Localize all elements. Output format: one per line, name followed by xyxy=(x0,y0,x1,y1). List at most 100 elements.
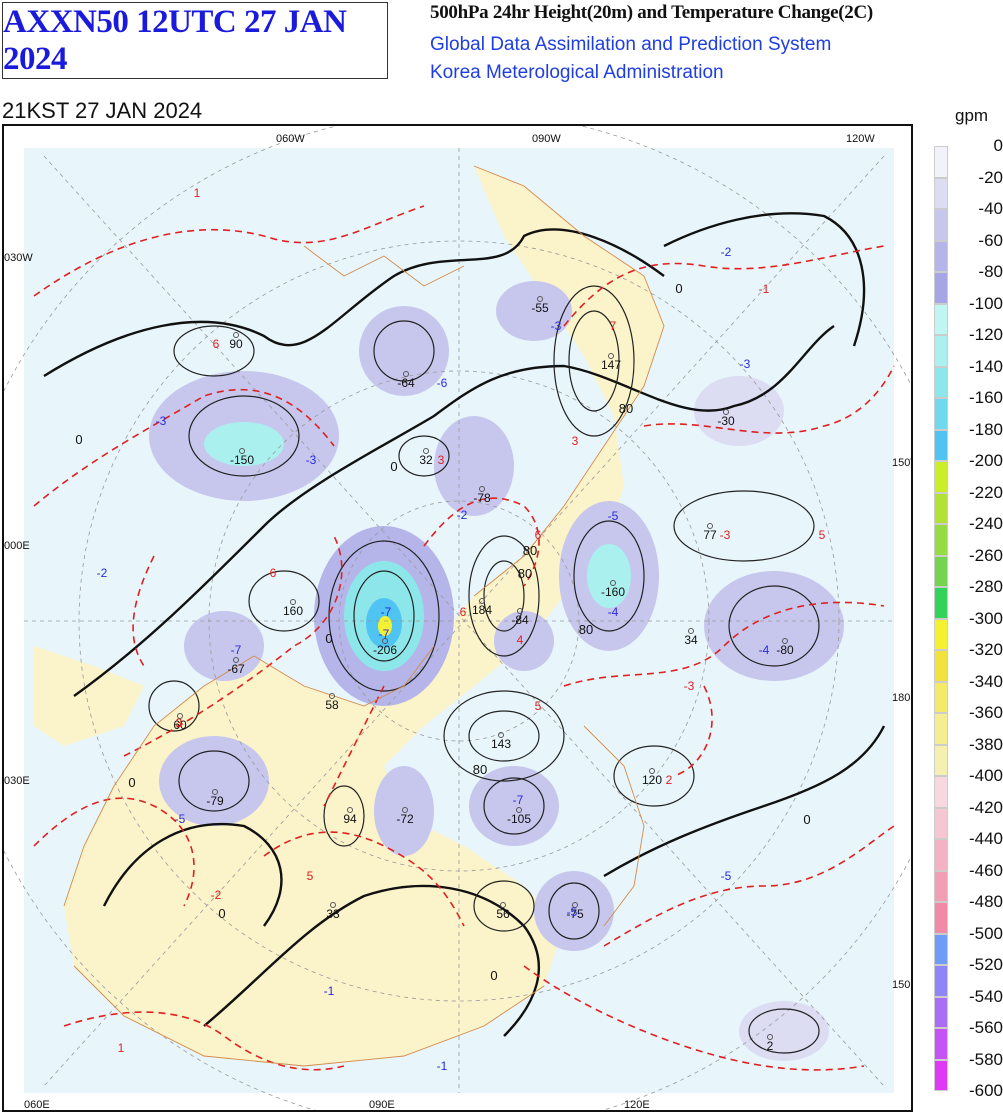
temp-value: -7 xyxy=(513,793,524,807)
height-value: -67 xyxy=(227,662,245,676)
temp-value: -2 xyxy=(457,508,468,522)
temp-value: -2 xyxy=(721,245,732,259)
weather-map: 060W 090W 120W 060E 090E 120E 030W 000E … xyxy=(4,126,911,1110)
colorbar-label: -20 xyxy=(978,167,1003,187)
colorbar-label: -100 xyxy=(968,293,1003,313)
colorbar-label: -560 xyxy=(968,1018,1003,1037)
colorbar-swatch xyxy=(934,933,948,965)
colorbar-label: -440 xyxy=(968,829,1003,848)
land-mass xyxy=(64,166,664,1066)
colorbar-label: 0 xyxy=(993,136,1003,155)
colorbar-swatch xyxy=(934,1028,948,1060)
height-value: 184 xyxy=(472,603,492,617)
temp-value: 3 xyxy=(438,453,445,467)
colorbar-label: -600 xyxy=(968,1081,1003,1100)
temperature-change-values: 1 6 -3 -6 -3 -3 3 -2 -2 6 5 -2 -3 -5 -1 … xyxy=(97,186,826,1073)
colorbar-label: -200 xyxy=(968,451,1003,470)
colorbar-label: -520 xyxy=(968,955,1003,974)
colorbar-label: -400 xyxy=(968,766,1003,785)
lon-label-left-3: 030E xyxy=(4,775,30,787)
colorbar-label: -360 xyxy=(968,703,1003,722)
temp-value: 3 xyxy=(176,716,183,730)
colorbar-label: -460 xyxy=(968,860,1003,880)
contour-label: 0 xyxy=(128,775,135,790)
colorbar-label: -540 xyxy=(968,986,1003,1006)
colorbar-swatch xyxy=(934,461,948,493)
temp-value: -3 xyxy=(551,319,562,333)
colorbar-swatch xyxy=(934,996,948,1028)
temp-value: 6 xyxy=(460,605,467,619)
colorbar-label: -60 xyxy=(978,230,1003,250)
temp-value: -4 xyxy=(759,643,770,657)
colorbar-label: -120 xyxy=(968,325,1003,344)
product-code-box: AXXN50 12UTC 27 JAN 2024 xyxy=(2,2,388,79)
zero-contours xyxy=(43,212,886,1037)
height-value: 160 xyxy=(283,604,303,618)
colorbar-label: -320 xyxy=(968,640,1003,659)
temp-value: -1 xyxy=(437,1059,448,1073)
height-value: 33 xyxy=(326,907,340,921)
coastlines xyxy=(63,165,665,1067)
temp-value: -3 xyxy=(306,453,317,467)
temp-value: -1 xyxy=(759,282,770,296)
height-value: -30 xyxy=(717,414,735,428)
height-value: 34 xyxy=(684,633,698,647)
height-value: -160 xyxy=(601,585,625,599)
height-value: -150 xyxy=(230,453,254,467)
temp-value: 1 xyxy=(118,1041,125,1055)
contour-label: 0 xyxy=(390,459,397,474)
height-value: -55 xyxy=(531,301,549,315)
colorbar-label: -500 xyxy=(968,923,1003,943)
colorbar-label: -140 xyxy=(968,356,1003,376)
colorbar-swatch xyxy=(934,524,948,556)
colorbar-swatch xyxy=(934,681,948,713)
lon-label-bottom-2: 090E xyxy=(369,1099,395,1110)
lon-label-bottom-3: 120E xyxy=(624,1099,650,1110)
temp-value: 5 xyxy=(307,869,314,883)
height-value: -206 xyxy=(373,643,397,657)
colorbar-swatch xyxy=(934,335,948,367)
lon-label-left-1: 030W xyxy=(4,252,33,264)
lon-label-bottom-1: 060E xyxy=(24,1099,50,1110)
land-mass-west xyxy=(34,646,144,746)
temp-value: -5 xyxy=(175,812,186,826)
height-value: 32 xyxy=(419,453,433,467)
temp-value: -5 xyxy=(608,509,619,523)
temp-value: 6 xyxy=(213,337,220,351)
valid-time: 21KST 27 JAN 2024 xyxy=(2,98,203,123)
lon-label-left-2: 000E xyxy=(4,540,30,552)
height-value: -72 xyxy=(396,812,414,826)
colorbar-swatch xyxy=(934,303,948,335)
colorbar-swatch xyxy=(934,902,948,934)
colorbar-label: -300 xyxy=(968,608,1003,628)
colorbar-labels: 0 -20 -40 -60 -80 -100 -120 -140 -160 -180 -200 -22… xyxy=(952,136,1003,1113)
longitude-labels: 060W 090W 120W 060E 090E 120E 030W 000E … xyxy=(4,133,911,1110)
temp-value: -7 xyxy=(381,605,392,619)
contour-label: 80 xyxy=(523,543,537,558)
colorbar-swatch xyxy=(934,240,948,272)
colorbar-swatch xyxy=(934,744,948,776)
agency-name: Korea Meterological Administration xyxy=(430,62,724,83)
contour-label: 80 xyxy=(619,401,633,416)
contour-labels: 0 0 0 0 0 0 80 80 80 80 80 0 0 xyxy=(75,281,810,983)
graticule xyxy=(4,126,911,1110)
height-change-values: 90 -64 -55 147 -150 32 -78 -30 77 -160 1… xyxy=(173,301,794,1053)
height-value: 147 xyxy=(601,358,621,372)
colorbar-label: -220 xyxy=(968,482,1003,502)
temp-value: -6 xyxy=(437,376,448,390)
colorbar-swatch xyxy=(934,177,948,209)
temp-value: -5 xyxy=(567,905,578,919)
height-value: 56 xyxy=(496,907,510,921)
temp-value: 6 xyxy=(535,528,542,542)
colorbar-label: -40 xyxy=(978,199,1003,218)
colorbar-label: -580 xyxy=(968,1049,1003,1069)
height-value: 120 xyxy=(642,773,662,787)
temp-value: -5 xyxy=(721,869,732,883)
colorbar-label: -160 xyxy=(968,388,1003,407)
colorbar-unit: gpm xyxy=(955,106,989,125)
contour-label: 80 xyxy=(518,566,532,581)
colorbar-swatch xyxy=(934,870,948,902)
product-code: AXXN50 12UTC 27 JAN 2024 xyxy=(3,3,347,77)
height-value: -105 xyxy=(507,812,531,826)
colorbar-label: -240 xyxy=(968,514,1003,533)
